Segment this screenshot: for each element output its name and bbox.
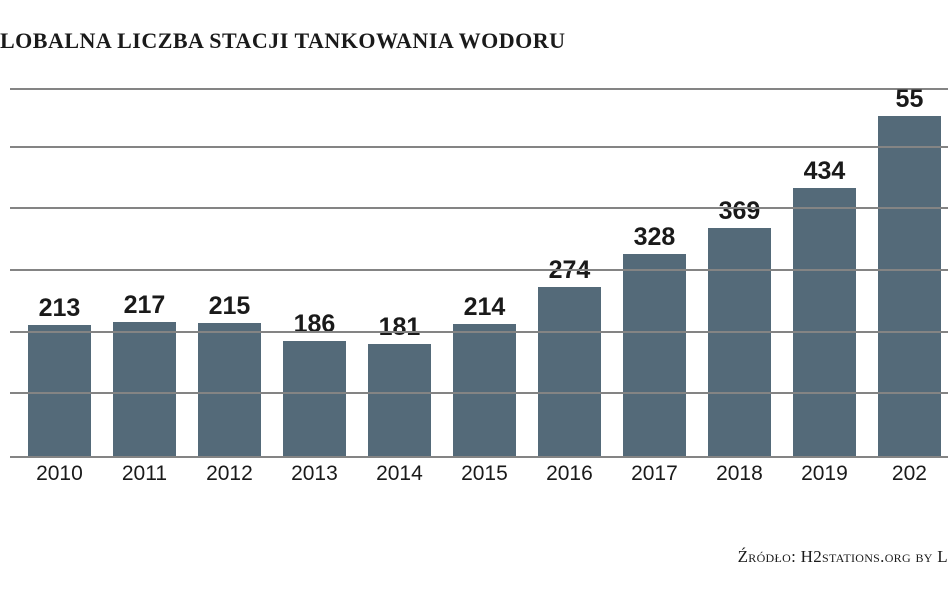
bar [453,324,516,456]
bar-value-label: 217 [107,291,182,320]
x-axis-label: 2012 [187,462,272,486]
bar-value-label: 328 [617,223,692,252]
x-axis-label: 2011 [102,462,187,486]
x-axis-label: 2018 [697,462,782,486]
chart-title: LOBALNA LICZBA STACJI TANKOWANIA WODORU [0,28,566,54]
x-axis-label: 2013 [272,462,357,486]
plot-region: 21321721518618121427432836943455 [10,88,948,458]
bar-value-label: 215 [192,292,267,321]
bar [708,228,771,456]
bar-value-label: 434 [787,157,862,186]
chart-container: LOBALNA LICZBA STACJI TANKOWANIA WODORU … [0,0,948,593]
bar [368,344,431,456]
gridline [10,269,948,271]
x-axis-label: 202 [867,462,948,486]
x-axis-label: 2017 [612,462,697,486]
bar [28,325,91,456]
gridline [10,146,948,148]
bar [793,188,856,456]
bar-value-label: 369 [702,197,777,226]
bar-value-label: 214 [447,293,522,322]
bar [198,323,261,456]
bar-value-label: 186 [277,310,352,339]
bar [878,116,941,456]
bar [113,322,176,456]
bar-value-label: 55 [872,85,947,114]
x-axis-label: 2019 [782,462,867,486]
bar-value-label: 181 [362,313,437,342]
x-axis-label: 2016 [527,462,612,486]
bar-value-label: 213 [22,294,97,323]
source-attribution: Źródło: H2stations.org by L [738,547,948,567]
bar [283,341,346,456]
chart-area: 21321721518618121427432836943455 2010201… [0,88,948,508]
x-axis-label: 2010 [17,462,102,486]
gridline [10,331,948,333]
bar [538,287,601,456]
x-axis-label: 2014 [357,462,442,486]
gridline [10,207,948,209]
bar [623,254,686,456]
x-axis-label: 2015 [442,462,527,486]
gridline [10,392,948,394]
